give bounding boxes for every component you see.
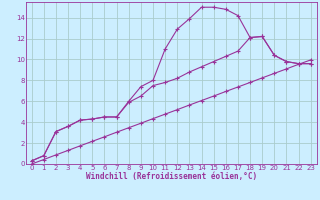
X-axis label: Windchill (Refroidissement éolien,°C): Windchill (Refroidissement éolien,°C) — [86, 172, 257, 181]
